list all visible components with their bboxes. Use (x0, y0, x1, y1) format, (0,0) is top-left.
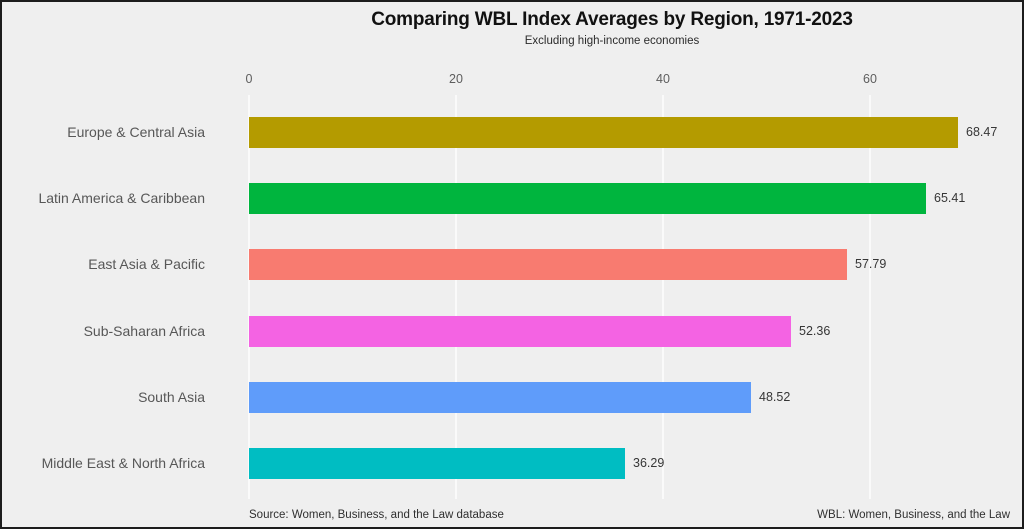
bar-value-label: 65.41 (934, 191, 966, 205)
category-label: Latin America & Caribbean (38, 190, 205, 206)
chart-title: Comparing WBL Index Averages by Region, … (371, 9, 853, 30)
x-axis-tick-label: 60 (863, 72, 877, 86)
x-axis-tick-label: 40 (656, 72, 670, 86)
bar-value-label: 36.29 (633, 456, 665, 470)
bar (249, 249, 847, 280)
gridline (869, 95, 871, 499)
category-label: East Asia & Pacific (88, 256, 205, 272)
chart-subtitle: Excluding high-income economies (524, 35, 700, 47)
gridline (662, 95, 664, 499)
x-axis-tick-label: 20 (449, 72, 463, 86)
category-label: Middle East & North Africa (41, 455, 205, 471)
bar (249, 117, 958, 148)
bar (249, 183, 926, 214)
bar-value-label: 52.36 (799, 324, 831, 338)
category-label: Europe & Central Asia (67, 124, 205, 140)
bar (249, 448, 625, 479)
category-label: Sub-Saharan Africa (83, 323, 205, 339)
x-axis-tick-label: 0 (245, 72, 253, 86)
category-label: South Asia (138, 389, 205, 405)
bar (249, 382, 751, 413)
gridline (248, 95, 250, 499)
source-note: Source: Women, Business, and the Law dat… (249, 509, 504, 521)
bar-value-label: 57.79 (855, 257, 887, 271)
bar-value-label: 48.52 (759, 390, 791, 404)
gridline (455, 95, 457, 499)
bar (249, 316, 791, 347)
bar-value-label: 68.47 (966, 125, 998, 139)
abbreviation-note: WBL: Women, Business, and the Law (817, 509, 1010, 521)
